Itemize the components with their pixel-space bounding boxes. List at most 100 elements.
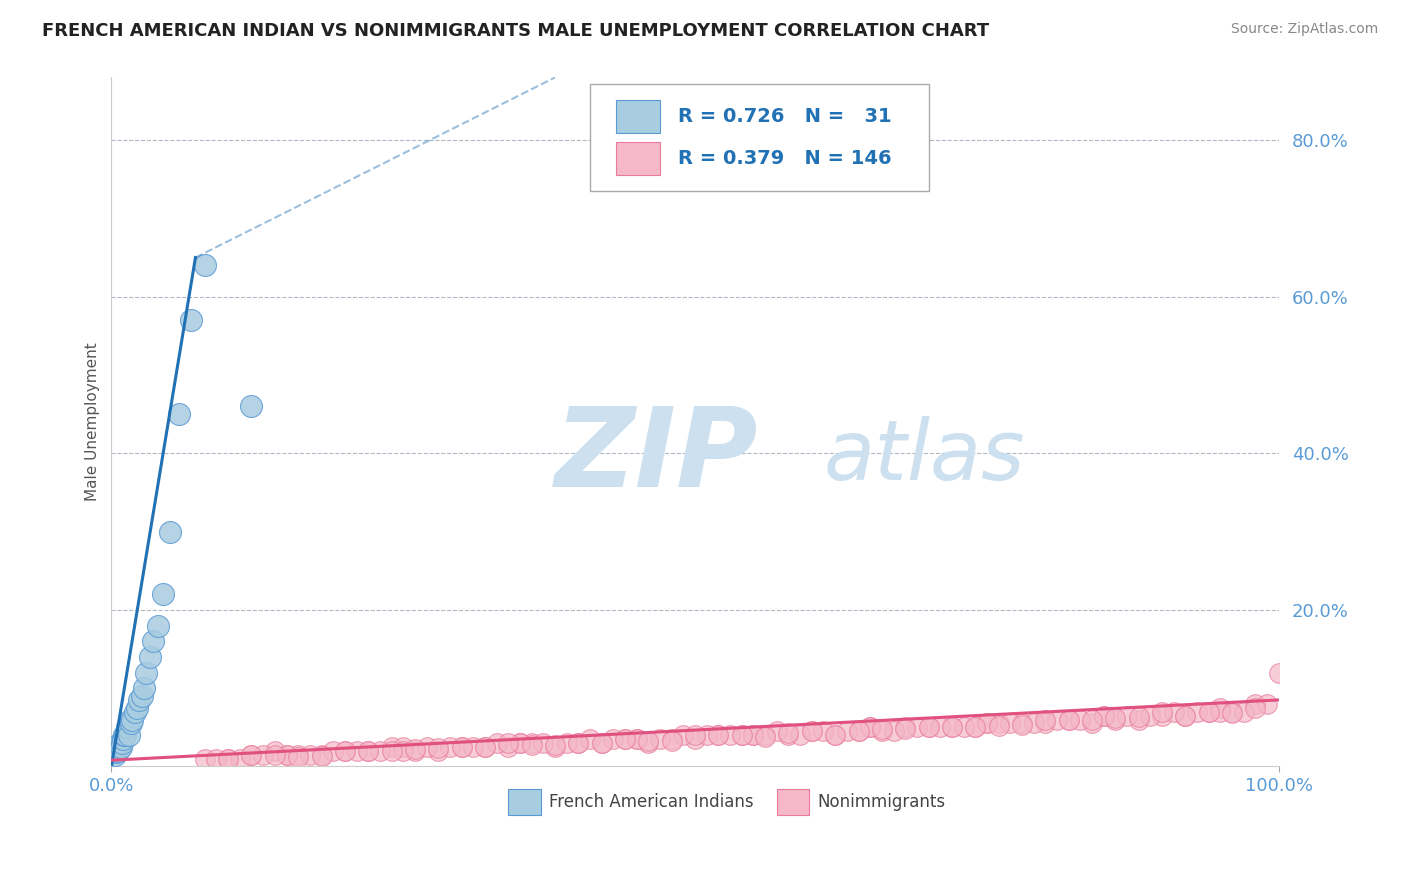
Point [132,681,155,696]
Text: ZIP: ZIP [555,403,758,510]
Point [1022,716,1045,731]
Point [298,747,321,762]
Point [311,749,333,764]
Point [870,724,893,739]
Point [894,722,917,736]
Point [1046,713,1069,727]
Point [754,728,776,742]
Point [648,732,671,747]
Point [813,724,835,739]
Point [263,744,285,758]
Point [357,744,380,758]
Point [105,739,128,754]
Point [1033,713,1056,727]
Point [415,739,437,754]
Point [626,732,648,747]
Point [742,728,765,742]
Point [1256,697,1278,711]
Point [1128,713,1150,727]
Point [1233,705,1256,719]
Point [1011,718,1033,732]
Point [139,649,162,664]
Point [509,736,531,750]
Point [718,728,741,742]
Point [1267,665,1289,680]
Point [965,720,987,734]
Point [965,720,987,734]
Point [778,728,800,742]
Point [672,728,695,742]
Point [731,728,754,742]
Point [127,700,149,714]
Point [789,728,811,742]
Point [905,720,928,734]
Point [1081,713,1104,727]
Point [1081,716,1104,731]
Point [1057,713,1080,727]
Point [263,747,285,762]
Bar [616,100,659,133]
Point [135,665,157,680]
Point [333,744,356,758]
Text: French American Indians: French American Indians [550,793,754,812]
Point [1163,705,1185,719]
Point [404,744,426,758]
Point [800,724,823,739]
Point [579,732,602,747]
Point [1139,708,1161,723]
Point [614,732,637,747]
Point [567,736,589,750]
Point [1150,708,1173,723]
Point [929,720,952,734]
Point [765,724,787,739]
Point [131,689,153,703]
Point [427,741,450,756]
Point [276,747,298,762]
Point [115,720,138,734]
Point [167,407,190,421]
Point [474,739,496,754]
Point [824,728,846,742]
Point [1220,706,1243,721]
Point [252,747,274,762]
Text: Source: ZipAtlas.com: Source: ZipAtlas.com [1230,22,1378,37]
Point [240,747,263,762]
Point [835,724,858,739]
Point [1198,705,1220,719]
Bar [509,789,541,814]
Point [567,736,589,750]
Point [112,732,135,747]
Point [120,716,142,731]
Point [108,736,131,750]
Point [105,745,128,759]
Point [180,313,202,327]
Point [1174,708,1197,723]
Point [381,739,404,754]
Point [602,732,624,747]
Point [683,732,706,747]
Point [114,728,136,742]
Point [322,744,344,758]
Point [1069,713,1091,727]
Point [520,738,543,752]
Point [381,744,404,758]
Point [859,720,882,734]
Point [591,736,613,750]
Point [104,747,127,762]
Point [124,705,146,719]
Point [217,752,239,766]
Point [1244,700,1267,714]
Point [894,720,917,734]
Point [1033,716,1056,731]
Text: FRENCH AMERICAN INDIAN VS NONIMMIGRANTS MALE UNEMPLOYMENT CORRELATION CHART: FRENCH AMERICAN INDIAN VS NONIMMIGRANTS … [42,22,990,40]
Point [637,734,659,748]
Point [287,747,309,762]
Point [240,399,263,413]
Point [1198,705,1220,719]
Point [1092,708,1115,723]
Point [439,739,461,754]
Point [859,720,882,734]
Point [1000,716,1022,731]
Point [917,720,939,734]
Text: R = 0.726   N =   31: R = 0.726 N = 31 [678,107,891,126]
